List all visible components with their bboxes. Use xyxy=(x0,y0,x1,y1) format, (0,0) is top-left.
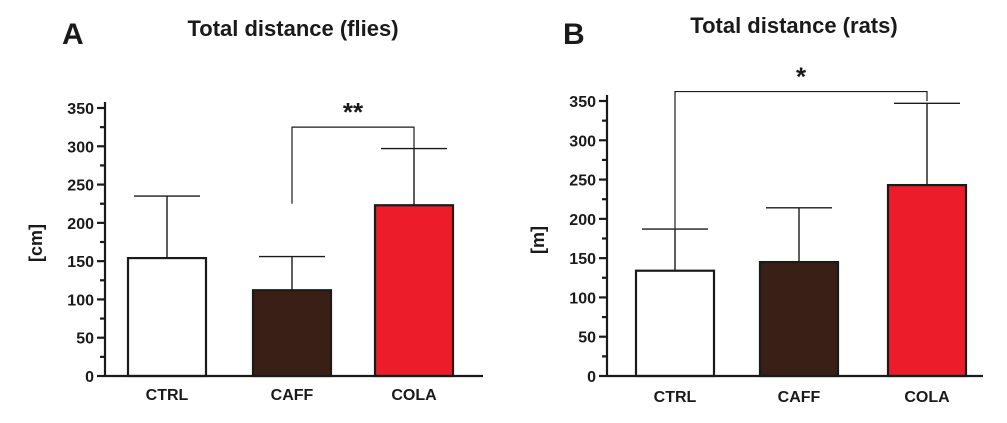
x-tick-label: COLA xyxy=(391,387,437,404)
bars xyxy=(126,204,455,378)
bar-cola xyxy=(373,204,455,378)
bar-caff xyxy=(758,260,840,378)
x-tick-label: CTRL xyxy=(654,389,697,406)
error-bars xyxy=(642,102,960,271)
x-tick-label: COLA xyxy=(904,389,950,406)
y-tick-label: 350 xyxy=(67,101,94,118)
bars xyxy=(634,183,968,378)
significance-markers: * xyxy=(674,62,928,229)
y-axis-ticks: 0 50 100 150 200 250 300 350 xyxy=(67,101,105,386)
bar-ctrl xyxy=(634,269,716,378)
y-tick-label: 0 xyxy=(85,369,94,386)
significance-markers: ** xyxy=(291,97,415,204)
y-tick-label: 150 xyxy=(67,254,94,271)
bar-cola xyxy=(886,183,968,378)
chart-title: Total distance (flies) xyxy=(187,16,398,41)
axes xyxy=(605,95,983,378)
y-tick-label: 250 xyxy=(67,178,94,195)
chart-title: Total distance (rats) xyxy=(690,13,897,38)
bar-caff xyxy=(251,289,333,378)
panel-letter: B xyxy=(563,18,585,51)
x-tick-label: CAFF xyxy=(778,389,821,406)
y-tick-label: 300 xyxy=(569,133,596,150)
y-tick-label: 250 xyxy=(569,173,596,190)
chart-panel-b: B Total distance (rats) [m] 0 50 100 150 200… xyxy=(528,13,983,406)
x-axis-category-labels: CTRL CAFF COLA xyxy=(146,387,437,404)
significance-label: * xyxy=(796,62,807,92)
x-tick-label: CTRL xyxy=(146,387,189,404)
panel-letter: A xyxy=(62,18,84,51)
y-axis-label: [cm] xyxy=(26,224,46,262)
significance-bracket xyxy=(674,90,928,229)
chart-panel-a: A Total distance (flies) [cm] 0 50 100 150 2… xyxy=(26,16,483,404)
y-axis-label: [m] xyxy=(528,226,548,254)
significance-bracket xyxy=(291,126,415,204)
x-axis-category-labels: CTRL CAFF COLA xyxy=(654,389,950,406)
y-tick-label: 50 xyxy=(76,331,94,348)
y-tick-label: 0 xyxy=(587,369,596,386)
y-tick-label: 100 xyxy=(67,292,94,309)
x-tick-label: CAFF xyxy=(271,387,314,404)
y-axis-ticks: 0 50 100 150 200 250 300 350 xyxy=(569,94,607,386)
y-tick-label: 350 xyxy=(569,94,596,111)
y-tick-label: 50 xyxy=(578,330,596,347)
y-tick-label: 200 xyxy=(569,212,596,229)
significance-label: ** xyxy=(343,97,364,127)
y-tick-label: 100 xyxy=(569,290,596,307)
y-tick-label: 300 xyxy=(67,139,94,156)
bar-ctrl xyxy=(126,256,208,378)
y-tick-label: 200 xyxy=(67,216,94,233)
axes xyxy=(103,102,483,378)
y-tick-label: 150 xyxy=(569,251,596,268)
